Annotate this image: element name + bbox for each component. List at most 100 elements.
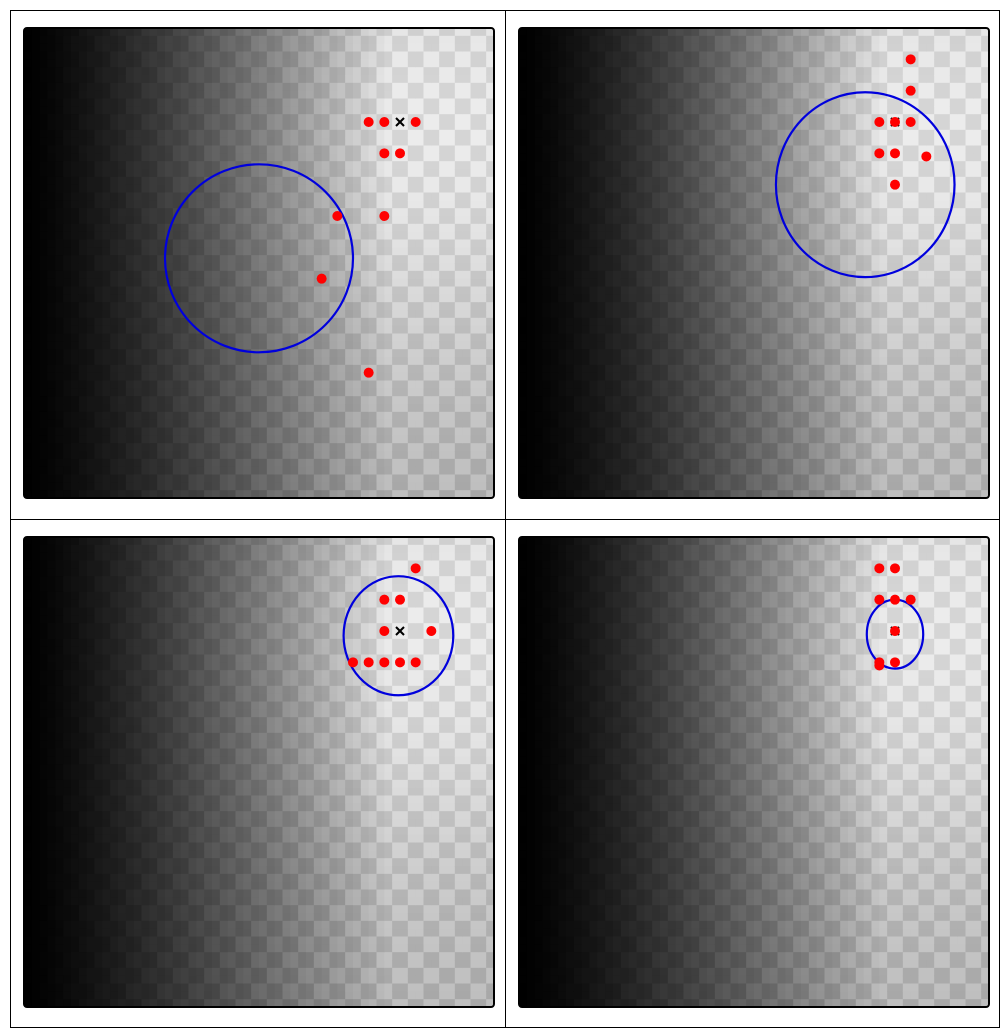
heat-cell [86, 90, 96, 100]
heat-cell [486, 145, 494, 154]
heat-cell [454, 90, 464, 100]
heat-cell [636, 310, 645, 319]
heat-cell [667, 129, 677, 139]
heat-cell [573, 427, 583, 436]
heat-cell [519, 427, 528, 436]
heat-cell [628, 364, 638, 374]
heat-cell [534, 427, 544, 436]
heat-cell [353, 200, 362, 209]
heat-cell [462, 255, 472, 264]
heat-cell [566, 380, 575, 389]
heat-cell [24, 255, 33, 264]
heat-cell [313, 176, 323, 186]
heat-cell [353, 255, 362, 264]
heat-cell [691, 35, 700, 45]
heat-cell [534, 443, 544, 452]
heat-cell [526, 466, 536, 476]
heat-cell [71, 231, 80, 241]
heat-cell [321, 161, 331, 170]
heat-cell [71, 396, 80, 405]
heat-cell [589, 357, 598, 366]
heat-cell [78, 482, 88, 491]
heat-cell [486, 98, 494, 107]
heat-cell [212, 333, 221, 342]
heat-cell [519, 239, 528, 248]
heat-cell [486, 317, 494, 327]
heat-cell [313, 263, 323, 272]
heat-cell [188, 184, 197, 194]
heat-cell [149, 106, 158, 115]
heat-cell [470, 466, 479, 476]
heat-cell [141, 145, 150, 154]
heat-cell [550, 247, 559, 256]
heat-cell [470, 451, 479, 460]
heat-cell [266, 176, 276, 186]
heat-cell [400, 372, 409, 382]
heat-cell [47, 216, 56, 225]
heat-cell [110, 208, 119, 217]
heat-cell [392, 176, 401, 186]
heat-cell [321, 192, 331, 201]
heat-cell [298, 357, 307, 366]
heat-cell [573, 216, 583, 225]
heat-cell [573, 153, 583, 162]
heat-cell [251, 419, 260, 429]
heat-cell [470, 341, 479, 350]
heat-cell [581, 482, 591, 491]
heat-cell [39, 294, 49, 303]
heat-cell [360, 239, 370, 248]
heat-cell [566, 388, 575, 397]
heat-cell [368, 231, 378, 241]
heat-cell [384, 302, 393, 311]
heat-cell [431, 364, 440, 374]
heat-cell [39, 67, 49, 76]
heat-cell [573, 122, 583, 131]
heat-cell [149, 176, 158, 186]
heat-cell [691, 451, 700, 460]
heat-cell [558, 341, 567, 350]
heat-cell [667, 114, 677, 123]
heat-cell [71, 98, 80, 107]
heat-cell [415, 216, 425, 225]
heat-cell [78, 396, 88, 405]
heat-cell [486, 90, 494, 100]
heat-cell [227, 247, 237, 256]
heat-cell [368, 270, 378, 280]
heat-cell [519, 263, 528, 272]
heat-cell [282, 404, 291, 413]
heat-cell [94, 75, 103, 84]
heat-cell [63, 490, 72, 498]
heat-cell [235, 231, 244, 241]
heat-cell [605, 114, 614, 123]
heat-cell [172, 419, 182, 429]
heat-cell [188, 396, 197, 405]
heat-cell [94, 474, 103, 483]
heat-cell [39, 231, 49, 241]
heat-cell [392, 169, 401, 178]
heat-cell [204, 223, 213, 233]
heat-cell [227, 317, 237, 327]
heat-cell [39, 59, 49, 68]
heat-cell [251, 263, 260, 272]
heat-cell [636, 357, 645, 366]
heat-cell [683, 404, 692, 413]
heat-cell [652, 59, 661, 68]
heat-cell [125, 200, 135, 209]
heat-cell [55, 255, 64, 264]
heat-cell [519, 255, 528, 264]
heat-cell [605, 223, 614, 233]
heat-cell [290, 106, 299, 115]
heat-cell [141, 482, 150, 491]
heat-cell [157, 67, 166, 76]
heat-cell [204, 35, 213, 45]
heat-cell [660, 169, 669, 178]
heat-cell [368, 59, 378, 68]
heat-cell [542, 145, 551, 154]
heat-cell [353, 341, 362, 350]
heat-cell [219, 122, 229, 131]
heat-cell [94, 255, 103, 264]
heat-cell [133, 474, 143, 483]
heat-cell [274, 231, 284, 241]
heat-cell [652, 35, 661, 45]
heat-cell [337, 231, 346, 241]
